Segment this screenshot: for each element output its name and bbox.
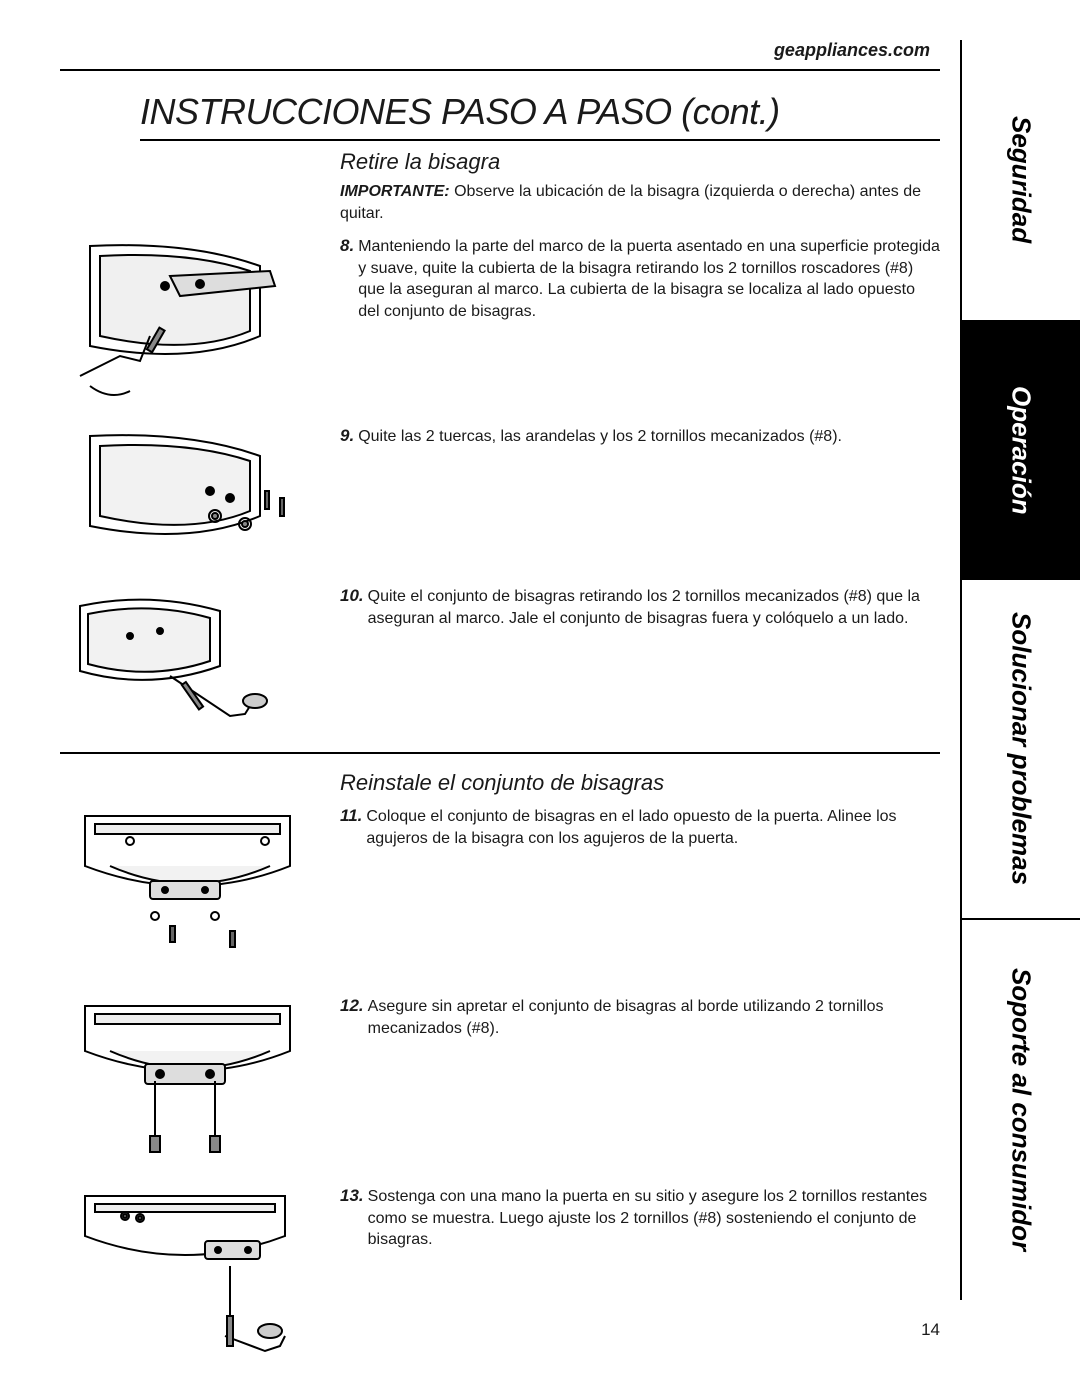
step-11-content: 11. Coloque el conjunto de bisagras en e…	[310, 802, 940, 849]
step-10-num: 10.	[340, 586, 364, 629]
step-11-num: 11.	[340, 806, 362, 849]
page-title: INSTRUCCIONES PASO A PASO (cont.)	[140, 91, 940, 141]
step-10-text: Quite el conjunto de bisagras retirando …	[368, 586, 940, 629]
step-9-content: 9. Quite las 2 tuercas, las arandelas y …	[310, 422, 940, 448]
step-13-row: 13. Sostenga con una mano la puerta en s…	[60, 1182, 940, 1362]
step-8-text: Manteniendo la parte del marco de la pue…	[358, 236, 940, 322]
step-13-illustration	[60, 1182, 310, 1362]
page-content: geappliances.com INSTRUCCIONES PASO A PA…	[60, 40, 940, 1340]
tab-solucionar[interactable]: Solucionar problemas	[960, 580, 1080, 920]
step-9-illustration	[60, 422, 310, 572]
header-url: geappliances.com	[60, 40, 940, 71]
section-reinstall-hinge: Reinstale el conjunto de bisagras	[60, 770, 940, 1362]
step-12-row: 12. Asegure sin apretar el conjunto de b…	[60, 992, 940, 1172]
step-13-text: Sostenga con una mano la puerta en su si…	[368, 1186, 940, 1251]
step-8-illustration	[60, 232, 310, 412]
sidebar-tabs: Seguridad Operación Solucionar problemas…	[960, 40, 1080, 1340]
step-13-num: 13.	[340, 1186, 364, 1251]
step-12-num: 12.	[340, 996, 364, 1039]
step-12-text: Asegure sin apretar el conjunto de bisag…	[368, 996, 940, 1039]
step-11-illustration	[60, 802, 310, 982]
step-9-num: 9.	[340, 426, 354, 448]
important-label: IMPORTANTE:	[340, 183, 450, 200]
section-title-reinstall: Reinstale el conjunto de bisagras	[340, 770, 940, 796]
section-remove-hinge: Retire la bisagra IMPORTANTE: Observe la…	[60, 149, 940, 732]
step-10-content: 10. Quite el conjunto de bisagras retira…	[310, 582, 940, 629]
step-9-row: 9. Quite las 2 tuercas, las arandelas y …	[60, 422, 940, 572]
tab-operacion[interactable]: Operación	[960, 320, 1080, 580]
tab-seguridad[interactable]: Seguridad	[960, 40, 1080, 320]
step-8-num: 8.	[340, 236, 354, 322]
step-10-illustration	[60, 582, 310, 732]
step-13-content: 13. Sostenga con una mano la puerta en s…	[310, 1182, 940, 1251]
step-9-text: Quite las 2 tuercas, las arandelas y los…	[358, 426, 842, 448]
step-8-content: 8. Manteniendo la parte del marco de la …	[310, 232, 940, 322]
important-note: IMPORTANTE: Observe la ubicación de la b…	[340, 181, 940, 224]
section-title-remove: Retire la bisagra	[340, 149, 940, 175]
step-12-content: 12. Asegure sin apretar el conjunto de b…	[310, 992, 940, 1039]
page-number: 14	[921, 1320, 940, 1340]
step-11-row: 11. Coloque el conjunto de bisagras en e…	[60, 802, 940, 982]
step-11-text: Coloque el conjunto de bisagras en el la…	[366, 806, 940, 849]
step-8-row: 8. Manteniendo la parte del marco de la …	[60, 232, 940, 412]
step-12-illustration	[60, 992, 310, 1172]
section-divider	[60, 752, 940, 754]
step-10-row: 10. Quite el conjunto de bisagras retira…	[60, 582, 940, 732]
tab-soporte[interactable]: Soporte al consumidor	[960, 920, 1080, 1300]
